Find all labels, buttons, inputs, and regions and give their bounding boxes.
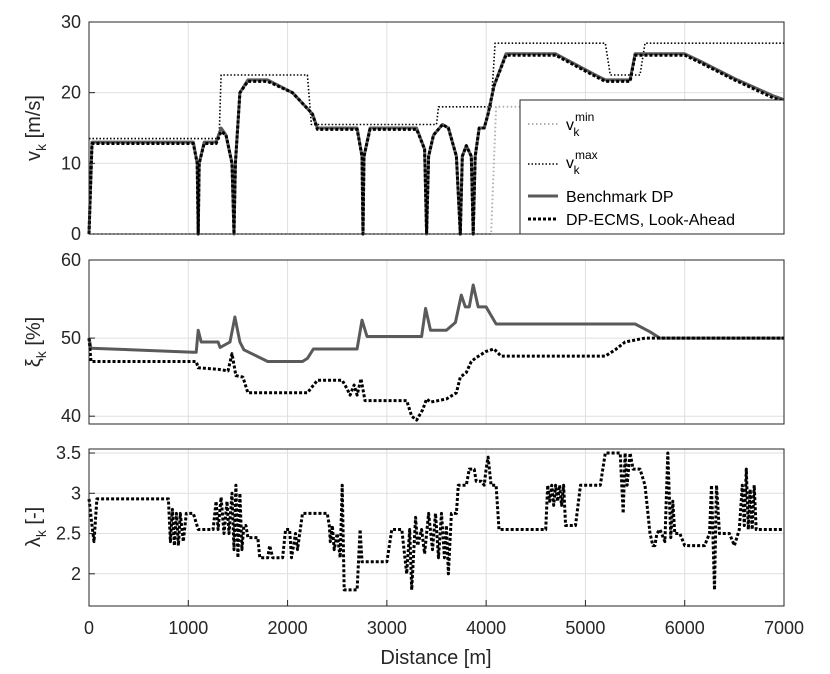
lambda-y-ticks: 2 2.5 3 3.5 xyxy=(56,443,95,584)
soc-y-tick-label: 50 xyxy=(61,328,81,348)
legend-label-vmax: vmax k xyxy=(566,148,598,177)
lambda-y-tick-label: 2.5 xyxy=(56,524,81,544)
velocity-y-tick-label: 10 xyxy=(61,153,81,173)
x-tick-label: 4000 xyxy=(466,618,506,638)
soc-y-label: ξk [%] xyxy=(23,317,49,367)
velocity-series-line-3 xyxy=(87,53,785,236)
x-tick-label: 5000 xyxy=(565,618,605,638)
soc-axes-box xyxy=(88,259,785,425)
panel-soc: 40 50 60 ξk [%] xyxy=(23,250,785,426)
velocity-series-line-1 xyxy=(89,42,784,140)
lambda-y-label: λk [-] xyxy=(23,507,49,547)
panel-velocity: 0 10 20 30 vk [m/s] vmin k vmax k Benchmark D… xyxy=(23,12,785,244)
lambda-y-tick-label: 3.5 xyxy=(56,443,81,463)
lambda-series xyxy=(87,451,784,592)
lambda-axes-box xyxy=(88,448,785,607)
x-tick-label: 7000 xyxy=(764,618,804,638)
legend-box xyxy=(519,99,785,235)
x-tick-label: 0 xyxy=(84,618,94,638)
soc-series-line-0 xyxy=(87,283,784,363)
x-tick-label: 2000 xyxy=(268,618,308,638)
x-tick-label: 1000 xyxy=(168,618,208,638)
velocity-y-label: vk [m/s] xyxy=(23,95,49,161)
panel-lambda: 2 2.5 3 3.5 0 1000 2000 3000 4000 5000 6000 7000 λ… xyxy=(23,443,804,669)
velocity-y-tick-label: 20 xyxy=(61,83,81,103)
legend-label-dp: Benchmark DP xyxy=(566,189,674,206)
velocity-y-tick-label: 0 xyxy=(71,224,81,244)
lambda-x-ticks: 0 1000 2000 3000 4000 5000 6000 7000 xyxy=(84,600,804,638)
x-axis-label: Distance [m] xyxy=(380,647,491,669)
legend-label-vmin: vmin k xyxy=(566,110,594,139)
soc-y-tick-label: 40 xyxy=(61,406,81,426)
x-tick-label: 6000 xyxy=(665,618,705,638)
soc-grid xyxy=(88,259,785,424)
soc-series xyxy=(87,283,784,422)
lambda-y-tick-label: 3 xyxy=(71,483,81,503)
soc-series-line-1 xyxy=(87,336,784,422)
lambda-series-line-0 xyxy=(87,451,784,592)
lambda-y-tick-label: 2 xyxy=(71,564,81,584)
legend: vmin k vmax k Benchmark DP DP-ECMS, Look-A… xyxy=(519,99,785,235)
soc-y-ticks: 40 50 60 xyxy=(61,250,95,426)
x-tick-label: 3000 xyxy=(367,618,407,638)
velocity-y-tick-label: 30 xyxy=(61,12,81,32)
velocity-y-ticks: 0 10 20 30 xyxy=(61,12,95,244)
legend-label-ecms: DP-ECMS, Look-Ahead xyxy=(566,212,735,229)
soc-y-tick-label: 60 xyxy=(61,250,81,270)
